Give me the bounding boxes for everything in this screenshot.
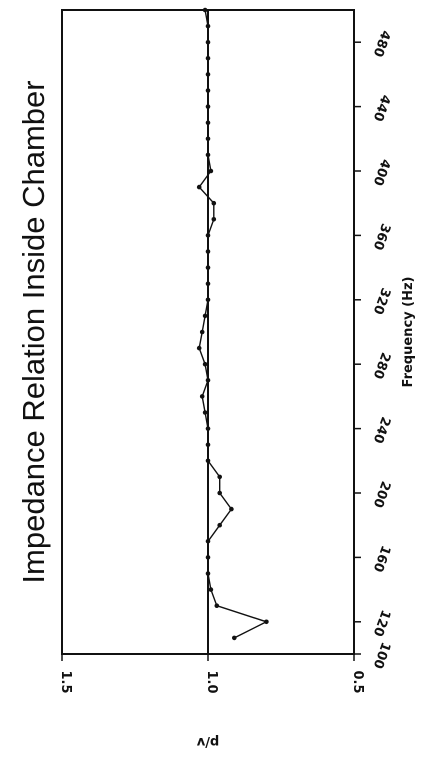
x-tick-label: 100 — [370, 640, 393, 671]
data-point — [264, 619, 269, 625]
data-point — [202, 7, 208, 13]
y-ticks: 0.5 1.0 1.5 — [58, 654, 365, 694]
data-point — [199, 394, 205, 399]
data-point — [205, 233, 211, 238]
data-point — [202, 361, 208, 367]
data-point — [205, 104, 211, 109]
data-points — [196, 7, 269, 641]
data-point — [217, 474, 222, 480]
data-point — [196, 184, 202, 190]
data-point — [202, 410, 208, 415]
x-tick-label: 200 — [370, 479, 393, 510]
x-axis-label: Frequency (Hz) — [401, 277, 416, 388]
data-point — [217, 522, 222, 528]
data-point — [214, 603, 220, 608]
data-point — [205, 539, 211, 544]
data-point — [232, 635, 237, 641]
x-tick-label: 440 — [370, 92, 393, 123]
data-point — [205, 88, 211, 93]
data-point — [205, 23, 211, 29]
data-point — [211, 200, 217, 206]
data-point — [205, 120, 211, 125]
data-point — [196, 345, 202, 351]
data-point — [205, 555, 211, 560]
y-tick-label: 0.5 — [350, 670, 365, 693]
y-tick-label: 1.0 — [204, 670, 219, 693]
data-point — [205, 249, 211, 254]
y-tick-label: 1.5 — [58, 670, 73, 693]
data-point — [205, 72, 211, 77]
data-point — [205, 442, 211, 448]
data-point — [208, 587, 214, 592]
data-point — [205, 458, 211, 464]
y-axis-label: p/v — [196, 734, 219, 749]
data-point — [211, 217, 217, 222]
x-tick-label: 480 — [370, 28, 393, 59]
data-point — [217, 490, 222, 496]
x-tick-label: 320 — [370, 286, 393, 317]
data-point — [199, 329, 205, 335]
x-tick-label: 360 — [370, 221, 393, 252]
data-point — [205, 281, 211, 287]
title-layer: Impedance Relation Inside Chamber — [16, 80, 51, 583]
series-line — [198, 9, 269, 639]
data-point — [205, 152, 211, 158]
data-point — [205, 378, 211, 383]
data-point — [205, 265, 211, 270]
chart-title: Impedance Relation Inside Chamber — [16, 80, 51, 583]
data-point — [205, 297, 211, 303]
data-point — [202, 313, 208, 319]
data-point — [205, 136, 211, 142]
data-point — [205, 39, 211, 45]
x-tick-label: 400 — [370, 157, 393, 188]
data-point — [229, 506, 234, 512]
data-point — [205, 56, 211, 61]
data-point — [208, 168, 214, 174]
x-tick-label: 120 — [370, 608, 393, 639]
data-point — [205, 571, 211, 576]
x-tick-label: 240 — [370, 414, 393, 445]
data-point — [205, 426, 211, 431]
x-tick-label: 280 — [370, 350, 393, 381]
x-tick-label: 160 — [370, 543, 393, 574]
